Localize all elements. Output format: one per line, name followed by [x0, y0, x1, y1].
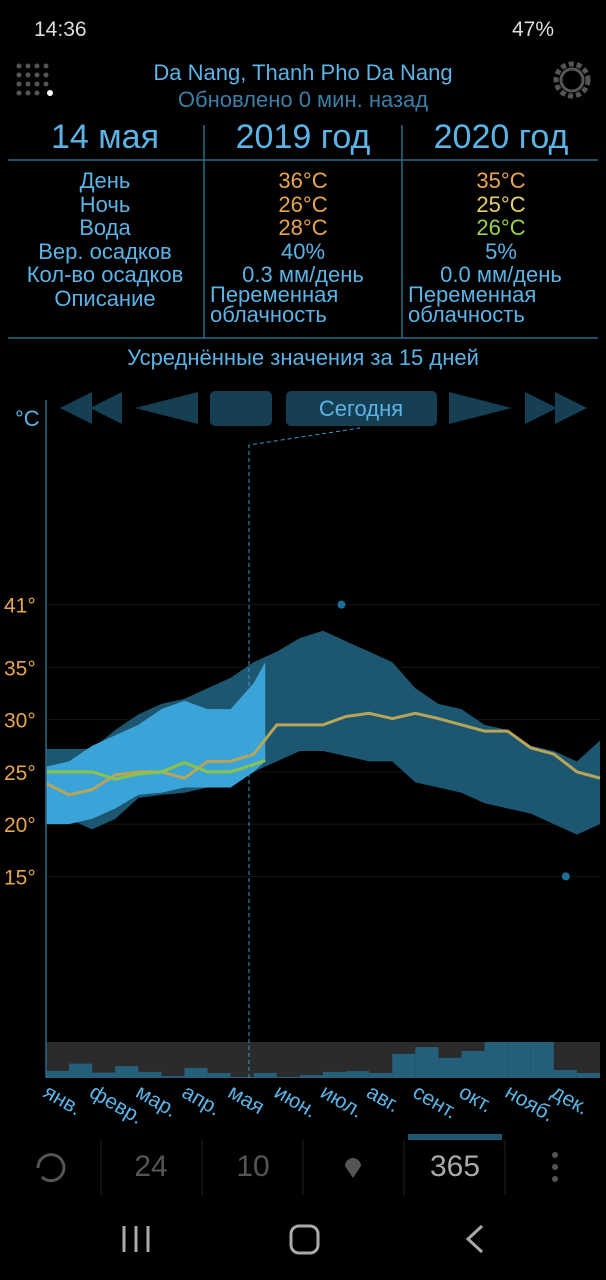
row-value: Переменная облачность: [210, 281, 339, 327]
precip-bar: [530, 1042, 554, 1078]
location: Da Nang, Thanh Pho Da Nang: [153, 60, 453, 85]
row-value: 26°C: [476, 215, 526, 240]
y-tick-label: 15°: [4, 866, 36, 889]
precip-bar: [553, 1070, 577, 1078]
nav-buttons[interactable]: [60, 391, 587, 426]
average-line: [45, 711, 601, 797]
precip-bar: [92, 1072, 116, 1078]
precip-bar: [253, 1072, 277, 1078]
precip-bar: [369, 1072, 393, 1078]
line-2019: [46, 758, 266, 781]
point: [337, 600, 346, 609]
row-label: Вер. осадков: [38, 238, 172, 264]
precip-bar: [323, 1071, 347, 1078]
month-label: июл.: [317, 1080, 368, 1122]
point: [561, 872, 570, 881]
row-label: Описание: [54, 285, 156, 311]
row-value: 35°C: [476, 168, 526, 193]
month-label: янв.: [40, 1080, 86, 1120]
y-tick-label: 35°: [4, 657, 36, 680]
row-label: Ночь: [79, 191, 131, 217]
month-label: авг.: [363, 1080, 404, 1117]
precip-bar: [484, 1042, 508, 1078]
precip-bar: [415, 1047, 439, 1078]
row-value: 5%: [485, 238, 517, 264]
column-header: 2020 год: [433, 118, 569, 156]
table-lines: [8, 125, 598, 339]
refresh-icon[interactable]: [36, 1153, 66, 1183]
row-label: Вода: [79, 215, 131, 240]
row-value: 28°C: [278, 215, 328, 240]
precip-bar: [346, 1071, 370, 1078]
bottom-item[interactable]: 24: [134, 1150, 168, 1183]
android-nav[interactable]: [122, 1224, 484, 1255]
precip-bar: [299, 1075, 323, 1078]
battery: 47%: [512, 18, 555, 41]
selected-indicator: [408, 1134, 502, 1140]
column-header: 2019 год: [235, 118, 371, 156]
today-marker: [248, 427, 361, 1078]
precip-bar: [69, 1063, 93, 1078]
precip-bar: [230, 1076, 254, 1078]
month-label: июн.: [270, 1080, 320, 1122]
month-label: дек.: [547, 1080, 592, 1119]
y-tick-label: 30°: [4, 710, 36, 733]
unit-label: °C: [15, 406, 40, 431]
precip-bar: [576, 1072, 600, 1078]
updated: Обновлено 0 мин. назад: [177, 87, 429, 112]
row-value: 26°C: [278, 191, 328, 217]
month-label: мая: [224, 1080, 268, 1119]
month-label: нояб.: [501, 1080, 558, 1126]
precip-bar: [46, 1070, 70, 1078]
month-label: февр.: [86, 1080, 147, 1129]
settings-icon[interactable]: [553, 61, 591, 99]
precip-bar: [138, 1071, 162, 1078]
clock: 14:36: [34, 18, 87, 41]
row-value: Переменная облачность: [408, 281, 537, 327]
today-button[interactable]: Сегодня: [318, 396, 404, 421]
month-label: сент.: [409, 1080, 461, 1123]
precip-bar: [507, 1042, 531, 1078]
row-value: 0.3 мм/день: [242, 262, 364, 287]
y-tick-label: 41°: [4, 595, 36, 618]
bottom-item[interactable]: 10: [236, 1150, 270, 1183]
bottom-item[interactable]: 365: [429, 1150, 481, 1183]
month-label: апр.: [178, 1080, 225, 1120]
month-label: окт.: [455, 1080, 496, 1117]
column-header: 14 мая: [51, 118, 159, 156]
y-tick-label: 20°: [4, 814, 36, 837]
precip-bar: [207, 1072, 231, 1078]
row-value: 25°C: [476, 191, 526, 217]
precip-bar: [115, 1066, 139, 1078]
y-tick-label: 25°: [4, 762, 36, 785]
row-value: 0.0 мм/день: [440, 262, 562, 287]
row-value: 40%: [280, 238, 326, 264]
precip-bar: [161, 1076, 185, 1078]
more-icon[interactable]: [552, 1152, 558, 1182]
precip-bar: [276, 1076, 300, 1078]
precip-bar: [461, 1051, 485, 1078]
precip-bar: [438, 1057, 462, 1078]
averages-label: Усреднённые значения за 15 дней: [127, 345, 479, 370]
row-label: Кол-во осадков: [26, 262, 184, 287]
row-value: 36°C: [278, 168, 328, 193]
precip-bar: [392, 1053, 416, 1078]
menu-icon[interactable]: [16, 63, 54, 97]
location-icon[interactable]: [345, 1158, 361, 1178]
bottom-bar: [36, 1134, 558, 1255]
precip-bar: [184, 1067, 208, 1078]
row-label: День: [79, 168, 131, 193]
